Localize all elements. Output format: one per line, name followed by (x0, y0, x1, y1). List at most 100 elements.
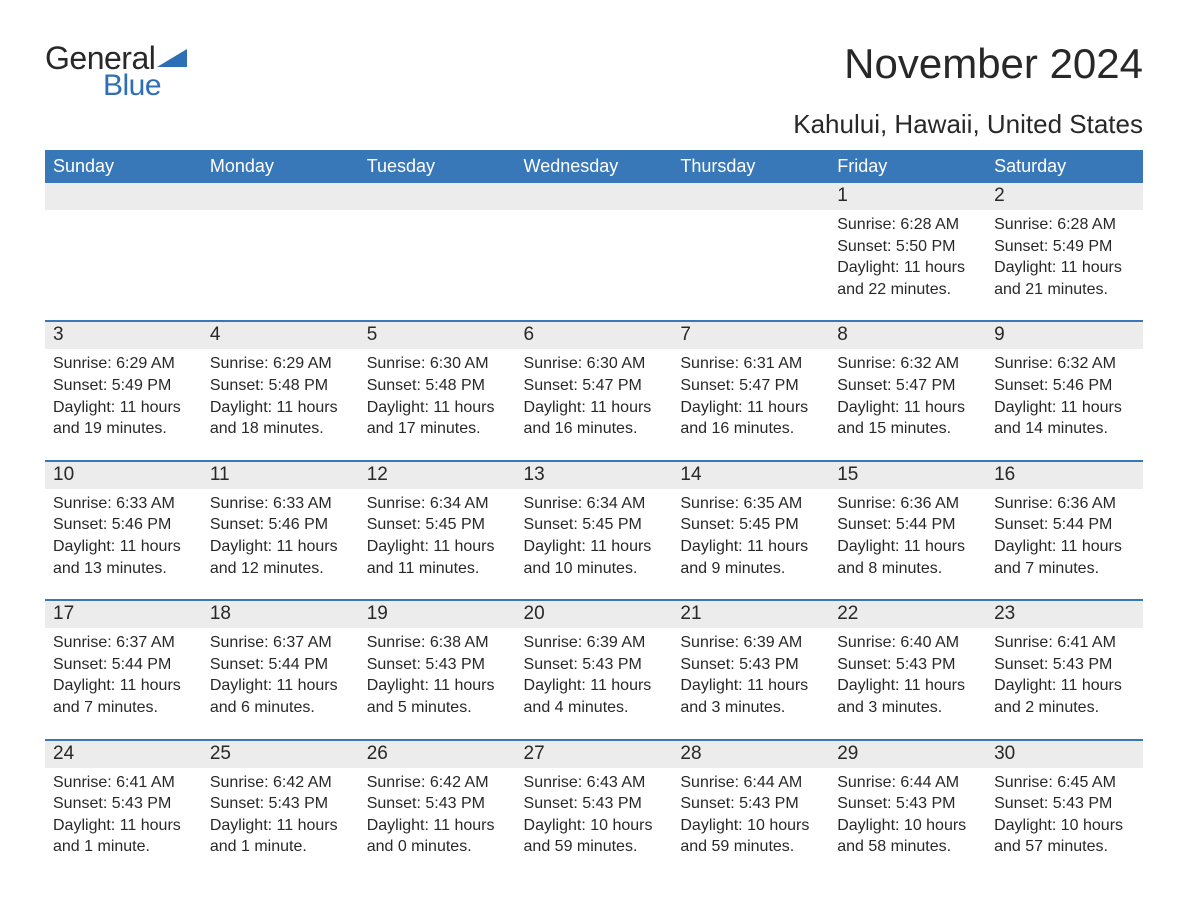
day-number: 17 (45, 601, 202, 628)
calendar-day-cell (202, 183, 359, 321)
calendar-day-cell (359, 183, 516, 321)
day-data: Sunrise: 6:32 AMSunset: 5:47 PMDaylight:… (829, 349, 986, 439)
day-data: Sunrise: 6:42 AMSunset: 5:43 PMDaylight:… (359, 768, 516, 858)
day-number: 30 (986, 741, 1143, 768)
daylight-text: Daylight: 11 hours and 8 minutes. (837, 536, 978, 579)
daylight-text: Daylight: 11 hours and 6 minutes. (210, 675, 351, 718)
sunset-text: Sunset: 5:43 PM (524, 654, 665, 676)
day-number (202, 183, 359, 210)
daylight-text: Daylight: 11 hours and 7 minutes. (53, 675, 194, 718)
day-data: Sunrise: 6:33 AMSunset: 5:46 PMDaylight:… (45, 489, 202, 579)
sunrise-text: Sunrise: 6:41 AM (53, 772, 194, 794)
sunset-text: Sunset: 5:43 PM (680, 793, 821, 815)
sunset-text: Sunset: 5:48 PM (367, 375, 508, 397)
calendar-day-cell: 29Sunrise: 6:44 AMSunset: 5:43 PMDayligh… (829, 740, 986, 878)
weekday-header: Sunday (45, 150, 202, 183)
daylight-text: Daylight: 11 hours and 0 minutes. (367, 815, 508, 858)
calendar-day-cell: 30Sunrise: 6:45 AMSunset: 5:43 PMDayligh… (986, 740, 1143, 878)
day-data: Sunrise: 6:40 AMSunset: 5:43 PMDaylight:… (829, 628, 986, 718)
day-number: 7 (672, 322, 829, 349)
calendar-day-cell: 1Sunrise: 6:28 AMSunset: 5:50 PMDaylight… (829, 183, 986, 321)
day-data: Sunrise: 6:36 AMSunset: 5:44 PMDaylight:… (829, 489, 986, 579)
calendar-day-cell: 20Sunrise: 6:39 AMSunset: 5:43 PMDayligh… (516, 600, 673, 739)
daylight-text: Daylight: 10 hours and 59 minutes. (524, 815, 665, 858)
sunset-text: Sunset: 5:45 PM (524, 514, 665, 536)
day-data: Sunrise: 6:34 AMSunset: 5:45 PMDaylight:… (359, 489, 516, 579)
day-number: 20 (516, 601, 673, 628)
calendar-day-cell: 6Sunrise: 6:30 AMSunset: 5:47 PMDaylight… (516, 321, 673, 460)
weekday-header: Monday (202, 150, 359, 183)
day-data: Sunrise: 6:28 AMSunset: 5:50 PMDaylight:… (829, 210, 986, 300)
calendar-day-cell: 7Sunrise: 6:31 AMSunset: 5:47 PMDaylight… (672, 321, 829, 460)
daylight-text: Daylight: 11 hours and 14 minutes. (994, 397, 1135, 440)
day-data (672, 210, 829, 280)
calendar-day-cell: 15Sunrise: 6:36 AMSunset: 5:44 PMDayligh… (829, 461, 986, 600)
calendar-day-cell: 21Sunrise: 6:39 AMSunset: 5:43 PMDayligh… (672, 600, 829, 739)
day-number: 1 (829, 183, 986, 210)
day-number (516, 183, 673, 210)
calendar-week-row: 17Sunrise: 6:37 AMSunset: 5:44 PMDayligh… (45, 600, 1143, 739)
day-number: 14 (672, 462, 829, 489)
calendar-day-cell: 10Sunrise: 6:33 AMSunset: 5:46 PMDayligh… (45, 461, 202, 600)
weekday-header-row: Sunday Monday Tuesday Wednesday Thursday… (45, 150, 1143, 183)
calendar-week-row: 24Sunrise: 6:41 AMSunset: 5:43 PMDayligh… (45, 740, 1143, 878)
sunset-text: Sunset: 5:43 PM (210, 793, 351, 815)
daylight-text: Daylight: 11 hours and 21 minutes. (994, 257, 1135, 300)
sunrise-text: Sunrise: 6:29 AM (53, 353, 194, 375)
day-data: Sunrise: 6:41 AMSunset: 5:43 PMDaylight:… (986, 628, 1143, 718)
sunrise-text: Sunrise: 6:32 AM (837, 353, 978, 375)
daylight-text: Daylight: 10 hours and 59 minutes. (680, 815, 821, 858)
daylight-text: Daylight: 11 hours and 18 minutes. (210, 397, 351, 440)
logo: General Blue (45, 40, 187, 103)
day-number: 3 (45, 322, 202, 349)
day-number: 11 (202, 462, 359, 489)
sunset-text: Sunset: 5:43 PM (524, 793, 665, 815)
calendar-day-cell: 19Sunrise: 6:38 AMSunset: 5:43 PMDayligh… (359, 600, 516, 739)
sunrise-text: Sunrise: 6:28 AM (837, 214, 978, 236)
calendar-day-cell: 8Sunrise: 6:32 AMSunset: 5:47 PMDaylight… (829, 321, 986, 460)
header: General Blue November 2024 (45, 40, 1143, 103)
daylight-text: Daylight: 11 hours and 4 minutes. (524, 675, 665, 718)
day-number: 16 (986, 462, 1143, 489)
calendar-day-cell: 12Sunrise: 6:34 AMSunset: 5:45 PMDayligh… (359, 461, 516, 600)
calendar-day-cell: 25Sunrise: 6:42 AMSunset: 5:43 PMDayligh… (202, 740, 359, 878)
sunset-text: Sunset: 5:43 PM (367, 793, 508, 815)
weekday-header: Friday (829, 150, 986, 183)
sunrise-text: Sunrise: 6:29 AM (210, 353, 351, 375)
sunrise-text: Sunrise: 6:32 AM (994, 353, 1135, 375)
day-number: 13 (516, 462, 673, 489)
sunrise-text: Sunrise: 6:36 AM (994, 493, 1135, 515)
sunrise-text: Sunrise: 6:37 AM (210, 632, 351, 654)
sunset-text: Sunset: 5:43 PM (837, 654, 978, 676)
sunset-text: Sunset: 5:43 PM (994, 654, 1135, 676)
sunset-text: Sunset: 5:44 PM (53, 654, 194, 676)
sunset-text: Sunset: 5:43 PM (53, 793, 194, 815)
weekday-header: Saturday (986, 150, 1143, 183)
daylight-text: Daylight: 11 hours and 15 minutes. (837, 397, 978, 440)
sunset-text: Sunset: 5:45 PM (367, 514, 508, 536)
sunrise-text: Sunrise: 6:42 AM (367, 772, 508, 794)
day-data: Sunrise: 6:36 AMSunset: 5:44 PMDaylight:… (986, 489, 1143, 579)
calendar-week-row: 1Sunrise: 6:28 AMSunset: 5:50 PMDaylight… (45, 183, 1143, 321)
sunset-text: Sunset: 5:47 PM (524, 375, 665, 397)
day-data: Sunrise: 6:34 AMSunset: 5:45 PMDaylight:… (516, 489, 673, 579)
calendar-day-cell: 3Sunrise: 6:29 AMSunset: 5:49 PMDaylight… (45, 321, 202, 460)
sunset-text: Sunset: 5:47 PM (837, 375, 978, 397)
logo-text-blue: Blue (103, 69, 161, 103)
sunrise-text: Sunrise: 6:42 AM (210, 772, 351, 794)
day-data: Sunrise: 6:30 AMSunset: 5:48 PMDaylight:… (359, 349, 516, 439)
daylight-text: Daylight: 11 hours and 1 minute. (53, 815, 194, 858)
day-number: 5 (359, 322, 516, 349)
sunset-text: Sunset: 5:46 PM (53, 514, 194, 536)
weekday-header: Wednesday (516, 150, 673, 183)
day-data: Sunrise: 6:39 AMSunset: 5:43 PMDaylight:… (516, 628, 673, 718)
calendar-day-cell: 14Sunrise: 6:35 AMSunset: 5:45 PMDayligh… (672, 461, 829, 600)
calendar-day-cell: 22Sunrise: 6:40 AMSunset: 5:43 PMDayligh… (829, 600, 986, 739)
calendar-day-cell: 26Sunrise: 6:42 AMSunset: 5:43 PMDayligh… (359, 740, 516, 878)
sunrise-text: Sunrise: 6:36 AM (837, 493, 978, 515)
sunrise-text: Sunrise: 6:37 AM (53, 632, 194, 654)
sunset-text: Sunset: 5:44 PM (994, 514, 1135, 536)
day-number: 9 (986, 322, 1143, 349)
day-data (516, 210, 673, 280)
daylight-text: Daylight: 11 hours and 3 minutes. (680, 675, 821, 718)
